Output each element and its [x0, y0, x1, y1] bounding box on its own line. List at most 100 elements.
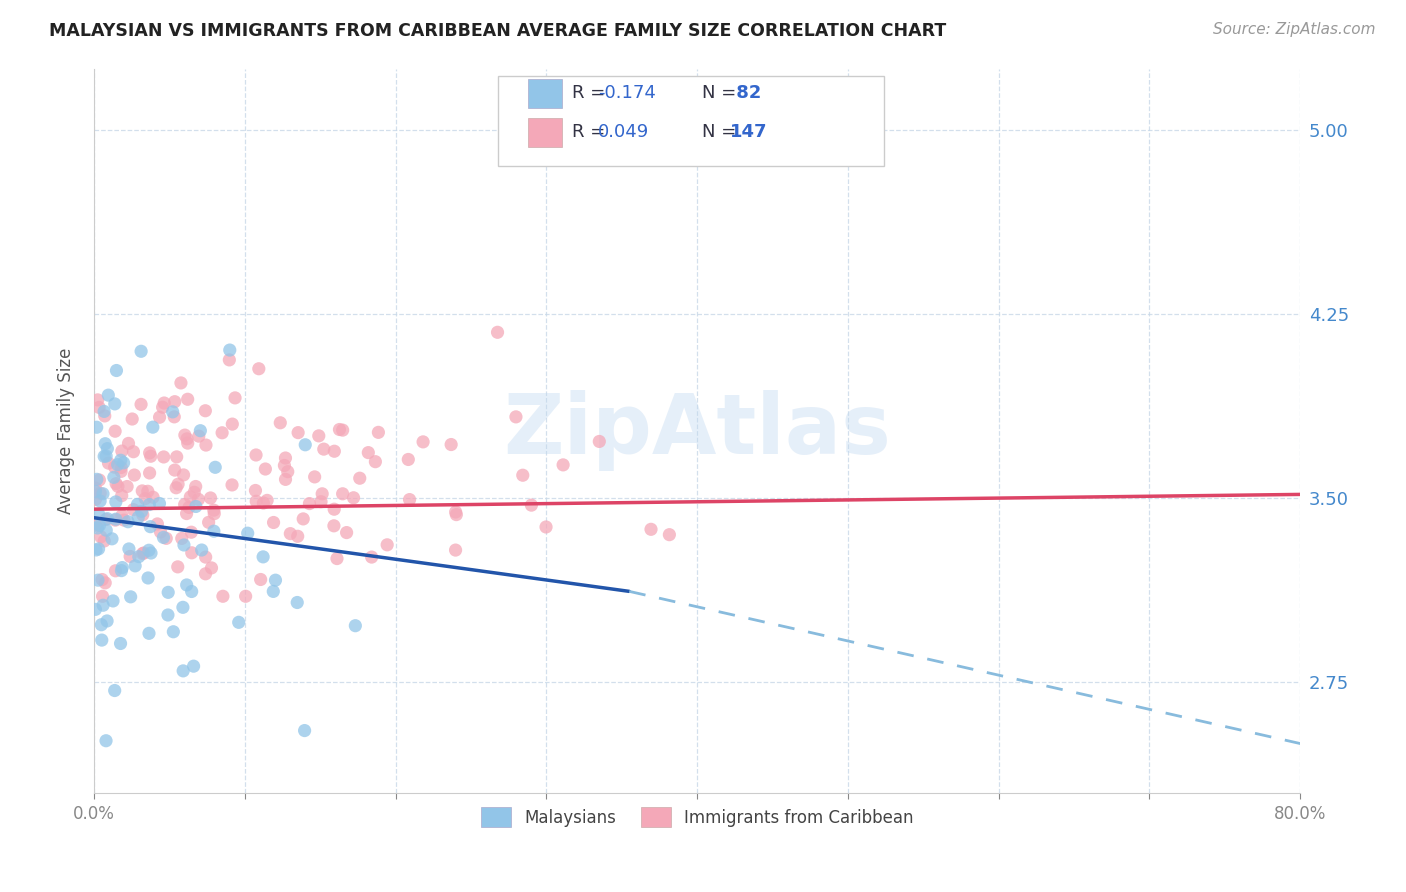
Point	[103, 470, 125, 484]
Point	[364, 455, 387, 469]
Point	[89, 486, 111, 500]
Point	[87, 507, 110, 521]
Point	[184, 500, 207, 514]
Point	[224, 391, 246, 405]
Point	[486, 326, 509, 340]
Point	[129, 397, 152, 411]
Point	[221, 478, 243, 492]
Point	[375, 538, 398, 552]
Point	[194, 403, 217, 417]
Point	[139, 546, 162, 560]
Point	[142, 420, 165, 434]
Point	[138, 543, 160, 558]
Point	[180, 525, 202, 540]
Point	[176, 578, 198, 592]
Point	[110, 464, 132, 478]
Text: -0.174: -0.174	[598, 85, 657, 103]
Point	[294, 723, 316, 738]
Point	[190, 543, 212, 558]
Point	[138, 446, 160, 460]
Point	[84, 481, 107, 495]
Point	[440, 437, 463, 451]
Point	[176, 507, 198, 521]
Point	[86, 521, 108, 535]
Point	[128, 549, 150, 564]
Point	[444, 505, 467, 519]
Point	[131, 504, 153, 518]
Text: N =: N =	[702, 123, 742, 141]
Text: ZipAtlas: ZipAtlas	[503, 390, 891, 471]
Point	[163, 409, 186, 424]
Point	[179, 490, 201, 504]
Point	[277, 465, 299, 479]
Point	[640, 522, 662, 536]
Point	[87, 541, 110, 556]
Point	[274, 472, 297, 486]
Point	[148, 496, 170, 510]
Point	[204, 460, 226, 475]
Point	[505, 409, 527, 424]
Point	[127, 510, 149, 524]
Bar	[529, 79, 562, 108]
Point	[90, 530, 112, 544]
Point	[104, 424, 127, 438]
Point	[398, 492, 420, 507]
Point	[111, 489, 134, 503]
Point	[110, 636, 132, 650]
Point	[96, 614, 118, 628]
Point	[142, 490, 165, 504]
Text: MALAYSIAN VS IMMIGRANTS FROM CARIBBEAN AVERAGE FAMILY SIZE CORRELATION CHART: MALAYSIAN VS IMMIGRANTS FROM CARIBBEAN A…	[49, 22, 946, 40]
Point	[167, 477, 190, 491]
Point	[89, 473, 111, 487]
Point	[344, 618, 367, 632]
Point	[104, 512, 127, 526]
Point	[122, 444, 145, 458]
Point	[304, 470, 326, 484]
Point	[165, 481, 187, 495]
Point	[180, 546, 202, 560]
Point	[87, 401, 110, 415]
Point	[91, 589, 114, 603]
Point	[262, 584, 284, 599]
Point	[89, 494, 111, 508]
Text: R =: R =	[572, 85, 610, 103]
Point	[101, 594, 124, 608]
Point	[152, 531, 174, 545]
Point	[274, 450, 297, 465]
Point	[136, 571, 159, 585]
Point	[86, 420, 108, 434]
Point	[173, 498, 195, 512]
Point	[273, 458, 295, 473]
Point	[173, 538, 195, 552]
Point	[235, 589, 257, 603]
Point	[172, 600, 194, 615]
Point	[162, 405, 184, 419]
Point	[287, 425, 309, 440]
Point	[94, 733, 117, 747]
Point	[91, 599, 114, 613]
Point	[342, 491, 364, 505]
Point	[357, 445, 380, 459]
Point	[84, 492, 107, 507]
Point	[312, 442, 335, 457]
Point	[121, 412, 143, 426]
Point	[311, 487, 333, 501]
Point	[197, 516, 219, 530]
Point	[588, 434, 610, 449]
Point	[298, 497, 321, 511]
Point	[263, 516, 285, 530]
Point	[118, 541, 141, 556]
Point	[211, 425, 233, 440]
Point	[91, 487, 114, 501]
Point	[93, 450, 115, 464]
Point	[173, 467, 195, 482]
Point	[138, 626, 160, 640]
Point	[446, 508, 468, 522]
Point	[180, 584, 202, 599]
Point	[84, 543, 107, 558]
Point	[91, 573, 114, 587]
Point	[322, 518, 344, 533]
Point	[89, 518, 111, 533]
Point	[328, 423, 350, 437]
Point	[104, 460, 127, 475]
